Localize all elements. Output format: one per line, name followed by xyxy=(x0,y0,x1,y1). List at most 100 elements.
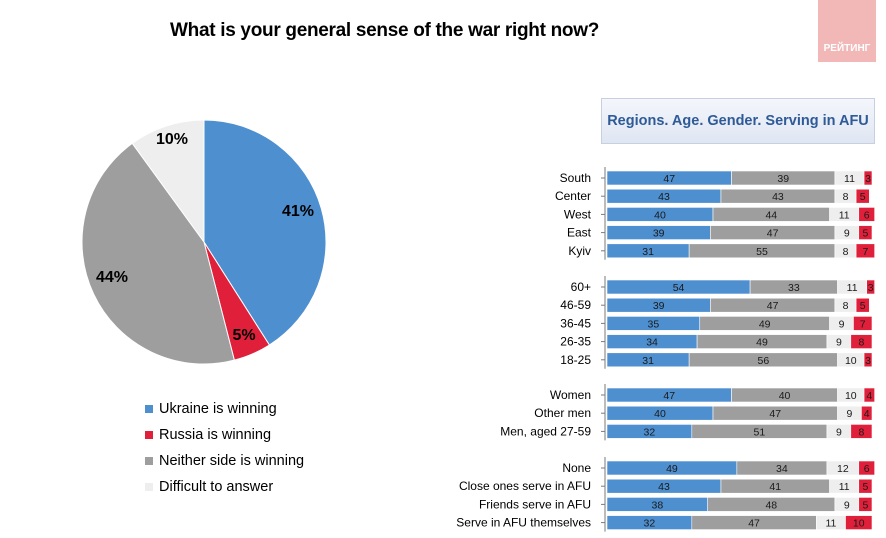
bar-segment xyxy=(861,405,873,421)
bar-value-label: 47 xyxy=(663,390,675,402)
bar-value-label: 7 xyxy=(860,318,866,330)
bar-value-label: 34 xyxy=(776,463,788,475)
legend-label-neither: Neither side is winning xyxy=(159,453,305,469)
bar-value-label: 4 xyxy=(866,390,872,402)
bar-value-label: 8 xyxy=(843,246,849,258)
bar-value-label: 47 xyxy=(767,300,779,312)
bar-value-label: 47 xyxy=(748,518,760,530)
bar-segment xyxy=(855,188,870,204)
bar-value-label: 3 xyxy=(868,282,874,294)
pie-label-difficult: 10% xyxy=(156,131,188,148)
legend-item-russia: Russia is winning xyxy=(145,422,304,448)
bar-value-label: 49 xyxy=(666,463,678,475)
bar-value-label: 8 xyxy=(843,300,849,312)
row-label: Kyiv xyxy=(568,244,591,258)
row-label: West xyxy=(564,207,592,221)
bar-value-label: 6 xyxy=(864,463,870,475)
logo: РЕЙТИНГ xyxy=(818,0,876,62)
pie-slice-neither xyxy=(81,142,235,365)
bar-value-label: 55 xyxy=(756,246,768,258)
bar-segment xyxy=(850,424,873,439)
bar-segment xyxy=(858,478,873,494)
bar-value-label: 5 xyxy=(862,228,868,240)
bar-value-label: 31 xyxy=(642,355,654,367)
bar-value-label: 43 xyxy=(772,191,784,203)
bar-value-label: 41 xyxy=(769,481,781,493)
bar-value-label: 12 xyxy=(837,463,849,475)
bar-value-label: 8 xyxy=(858,426,864,438)
bar-segment xyxy=(858,460,875,476)
bar-value-label: 7 xyxy=(862,246,868,258)
bar-value-label: 44 xyxy=(765,209,777,221)
bar-value-label: 4 xyxy=(864,408,870,420)
bar-value-label: 10 xyxy=(845,355,857,367)
legend-label-ukraine: Ukraine is winning xyxy=(159,401,277,417)
legend-swatch-difficult xyxy=(145,483,153,491)
bar-value-label: 11 xyxy=(839,209,850,221)
bar-value-label: 11 xyxy=(825,518,836,530)
bar-segment xyxy=(863,170,873,186)
bar-value-label: 51 xyxy=(754,426,766,438)
bar-segment xyxy=(855,243,875,259)
bar-value-label: 54 xyxy=(673,282,685,294)
bar-value-label: 40 xyxy=(779,390,791,402)
legend-item-ukraine: Ukraine is winning xyxy=(145,396,304,422)
bar-segment xyxy=(863,387,875,403)
bar-segment xyxy=(858,225,873,240)
legend-swatch-ukraine xyxy=(145,405,153,413)
bar-segment xyxy=(858,497,873,512)
bar-value-label: 47 xyxy=(769,408,781,420)
row-label: East xyxy=(567,226,592,240)
bar-value-label: 32 xyxy=(644,426,656,438)
legend-label-russia: Russia is winning xyxy=(159,427,272,443)
pie-slice-difficult xyxy=(131,119,205,244)
pie-label-ukraine: 41% xyxy=(282,203,314,220)
bar-segment xyxy=(858,207,875,222)
row-label: Center xyxy=(555,189,591,203)
legend-item-neither: Neither side is winning xyxy=(145,448,304,474)
legend-swatch-russia xyxy=(145,431,153,439)
bar-value-label: 10 xyxy=(853,518,865,530)
bar-value-label: 32 xyxy=(644,518,656,530)
bar-value-label: 8 xyxy=(843,191,849,203)
bar-value-label: 5 xyxy=(860,191,866,203)
bar-segment xyxy=(863,352,873,368)
bar-value-label: 38 xyxy=(652,499,664,511)
bar-value-label: 47 xyxy=(767,228,779,240)
bar-value-label: 11 xyxy=(839,481,850,493)
bar-value-label: 9 xyxy=(847,408,853,420)
row-label: None xyxy=(562,461,591,475)
row-label: Close ones serve in AFU xyxy=(459,479,591,493)
row-label: 26-35 xyxy=(560,335,591,349)
row-label: Women xyxy=(550,388,591,402)
pie-label-russia: 5% xyxy=(232,327,255,344)
row-label: Other men xyxy=(534,406,591,420)
bar-segment xyxy=(845,515,873,530)
pie-chart: 41% 5% 44% 10% xyxy=(81,119,327,365)
bar-segment xyxy=(866,279,875,295)
bar-value-label: 49 xyxy=(756,337,768,349)
row-label: 18-25 xyxy=(560,353,591,367)
bar-value-label: 9 xyxy=(844,499,850,511)
bar-value-label: 33 xyxy=(788,282,800,294)
row-label: 46-59 xyxy=(560,298,591,312)
bar-value-label: 11 xyxy=(844,173,855,185)
bar-value-label: 43 xyxy=(658,481,670,493)
bar-value-label: 8 xyxy=(858,337,864,349)
bar-value-label: 47 xyxy=(663,173,675,185)
bar-segment xyxy=(850,334,873,349)
bar-value-label: 31 xyxy=(642,246,654,258)
bar-value-label: 39 xyxy=(777,173,789,185)
bar-value-label: 9 xyxy=(836,426,842,438)
bar-value-label: 5 xyxy=(860,300,866,312)
bar-value-label: 9 xyxy=(844,228,850,240)
bar-value-label: 34 xyxy=(646,337,658,349)
bar-value-label: 3 xyxy=(865,355,871,367)
bar-value-label: 35 xyxy=(648,318,660,330)
bar-value-label: 40 xyxy=(654,209,666,221)
chart-title: What is your general sense of the war ri… xyxy=(170,20,600,41)
bar-value-label: 9 xyxy=(839,318,845,330)
bar-value-label: 43 xyxy=(658,191,670,203)
pie-legend: Ukraine is winning Russia is winning Nei… xyxy=(145,396,304,500)
